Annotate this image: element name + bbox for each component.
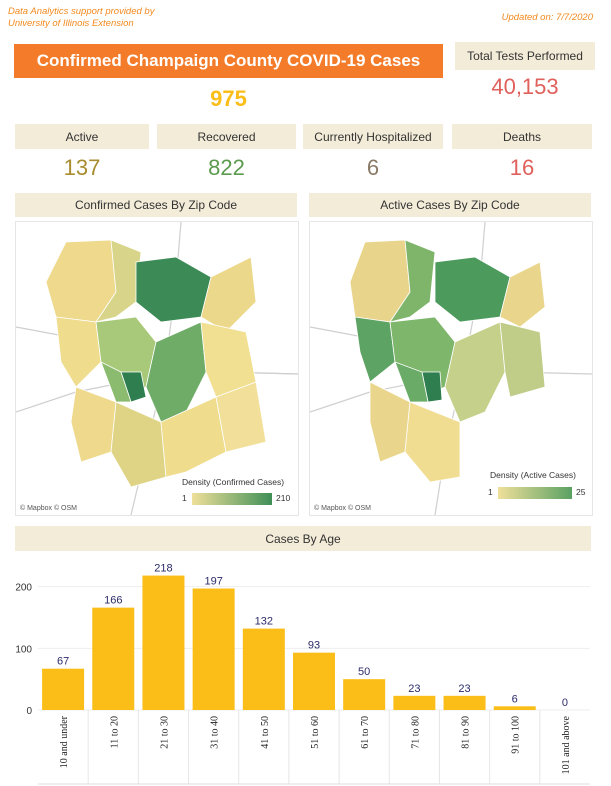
y-tick-label: 100 (15, 644, 32, 655)
recovered-header: Recovered (157, 124, 296, 149)
active-legend-max: 25 (576, 487, 586, 497)
bar-value-label: 23 (458, 683, 470, 695)
y-tick-label: 0 (26, 706, 32, 717)
map-attribution: © Mapbox © OSM (314, 504, 371, 512)
hospitalized-header: Currently Hospitalized (303, 124, 443, 149)
bar-value-label: 132 (255, 616, 273, 628)
active-legend-gradient (498, 487, 572, 499)
credit-line-2: University of Illinois Extension (8, 18, 134, 29)
age-bar[interactable] (92, 607, 135, 710)
age-bar[interactable] (192, 588, 235, 710)
bar-value-label: 166 (104, 595, 122, 607)
x-tick-label: 10 and under (59, 715, 70, 768)
page-title: Confirmed Champaign County COVID-19 Case… (14, 44, 443, 78)
confirmed-map-title: Confirmed Cases By Zip Code (15, 193, 297, 217)
x-tick-label: 101 and above (561, 715, 572, 774)
active-value: 137 (63, 155, 101, 180)
x-tick-label: 21 to 30 (159, 716, 170, 749)
age-bar[interactable] (42, 668, 85, 710)
cases-by-age-chart: 0 100 200 67 10 and under 166 11 to 20 218 21 to… (15, 563, 590, 785)
y-tick-label: 200 (15, 583, 32, 594)
bar-value-label: 6 (512, 693, 518, 705)
bar-value-label: 93 (308, 640, 320, 652)
age-bar[interactable] (242, 628, 285, 710)
bar-value-label: 23 (408, 683, 420, 695)
x-tick-label: 11 to 20 (109, 716, 120, 748)
active-cases-map[interactable]: © Mapbox © OSM Density (Active Cases) 1 … (309, 221, 593, 516)
active-map-title: Active Cases By Zip Code (309, 193, 591, 217)
confirmed-total: 975 (210, 86, 247, 111)
map-attribution: © Mapbox © OSM (20, 504, 77, 512)
age-chart-title: Cases By Age (15, 526, 591, 551)
active-map-svg: © Mapbox © OSM (310, 222, 592, 515)
age-bar[interactable] (493, 706, 536, 710)
bar-value-label: 50 (358, 666, 370, 678)
age-bar[interactable] (393, 695, 436, 710)
age-bar[interactable] (343, 679, 386, 710)
active-legend-min: 1 (488, 487, 493, 497)
confirmed-legend-gradient (192, 493, 272, 505)
x-tick-label: 61 to 70 (360, 716, 371, 749)
x-tick-label: 71 to 80 (410, 716, 421, 749)
credit-text: Data Analytics support provided by Unive… (8, 6, 154, 30)
updated-date: Updated on: 7/7/2020 (501, 12, 593, 23)
hospitalized-value: 6 (366, 155, 380, 180)
recovered-value: 822 (208, 155, 245, 180)
deaths-value: 16 (509, 155, 535, 180)
x-tick-label: 81 to 90 (461, 716, 472, 749)
tests-header: Total Tests Performed (455, 42, 595, 70)
confirmed-legend-title: Density (Confirmed Cases) (182, 477, 285, 487)
confirmed-legend-max: 210 (276, 493, 291, 503)
credit-line-1: Data Analytics support provided by (8, 6, 155, 17)
bar-value-label: 0 (562, 697, 568, 709)
bar-value-label: 218 (154, 563, 172, 575)
x-tick-label: 51 to 60 (310, 716, 321, 749)
tests-value: 40,153 (491, 74, 559, 99)
active-legend-title: Density (Active Cases) (490, 470, 576, 480)
age-bar[interactable] (443, 695, 486, 710)
active-header: Active (15, 124, 149, 149)
confirmed-map-svg: © Mapbox © OSM (16, 222, 298, 515)
age-bar[interactable] (293, 652, 335, 710)
x-tick-label: 31 to 40 (210, 716, 221, 749)
x-tick-label: 41 to 50 (260, 716, 271, 749)
age-bar[interactable] (142, 575, 185, 710)
bar-value-label: 67 (57, 656, 69, 668)
confirmed-legend-min: 1 (182, 493, 187, 503)
x-tick-label: 91 to 100 (511, 716, 522, 754)
deaths-header: Deaths (452, 124, 592, 149)
bar-value-label: 197 (204, 576, 222, 588)
confirmed-cases-map[interactable]: © Mapbox © OSM Density (Confirmed Cases)… (15, 221, 299, 516)
